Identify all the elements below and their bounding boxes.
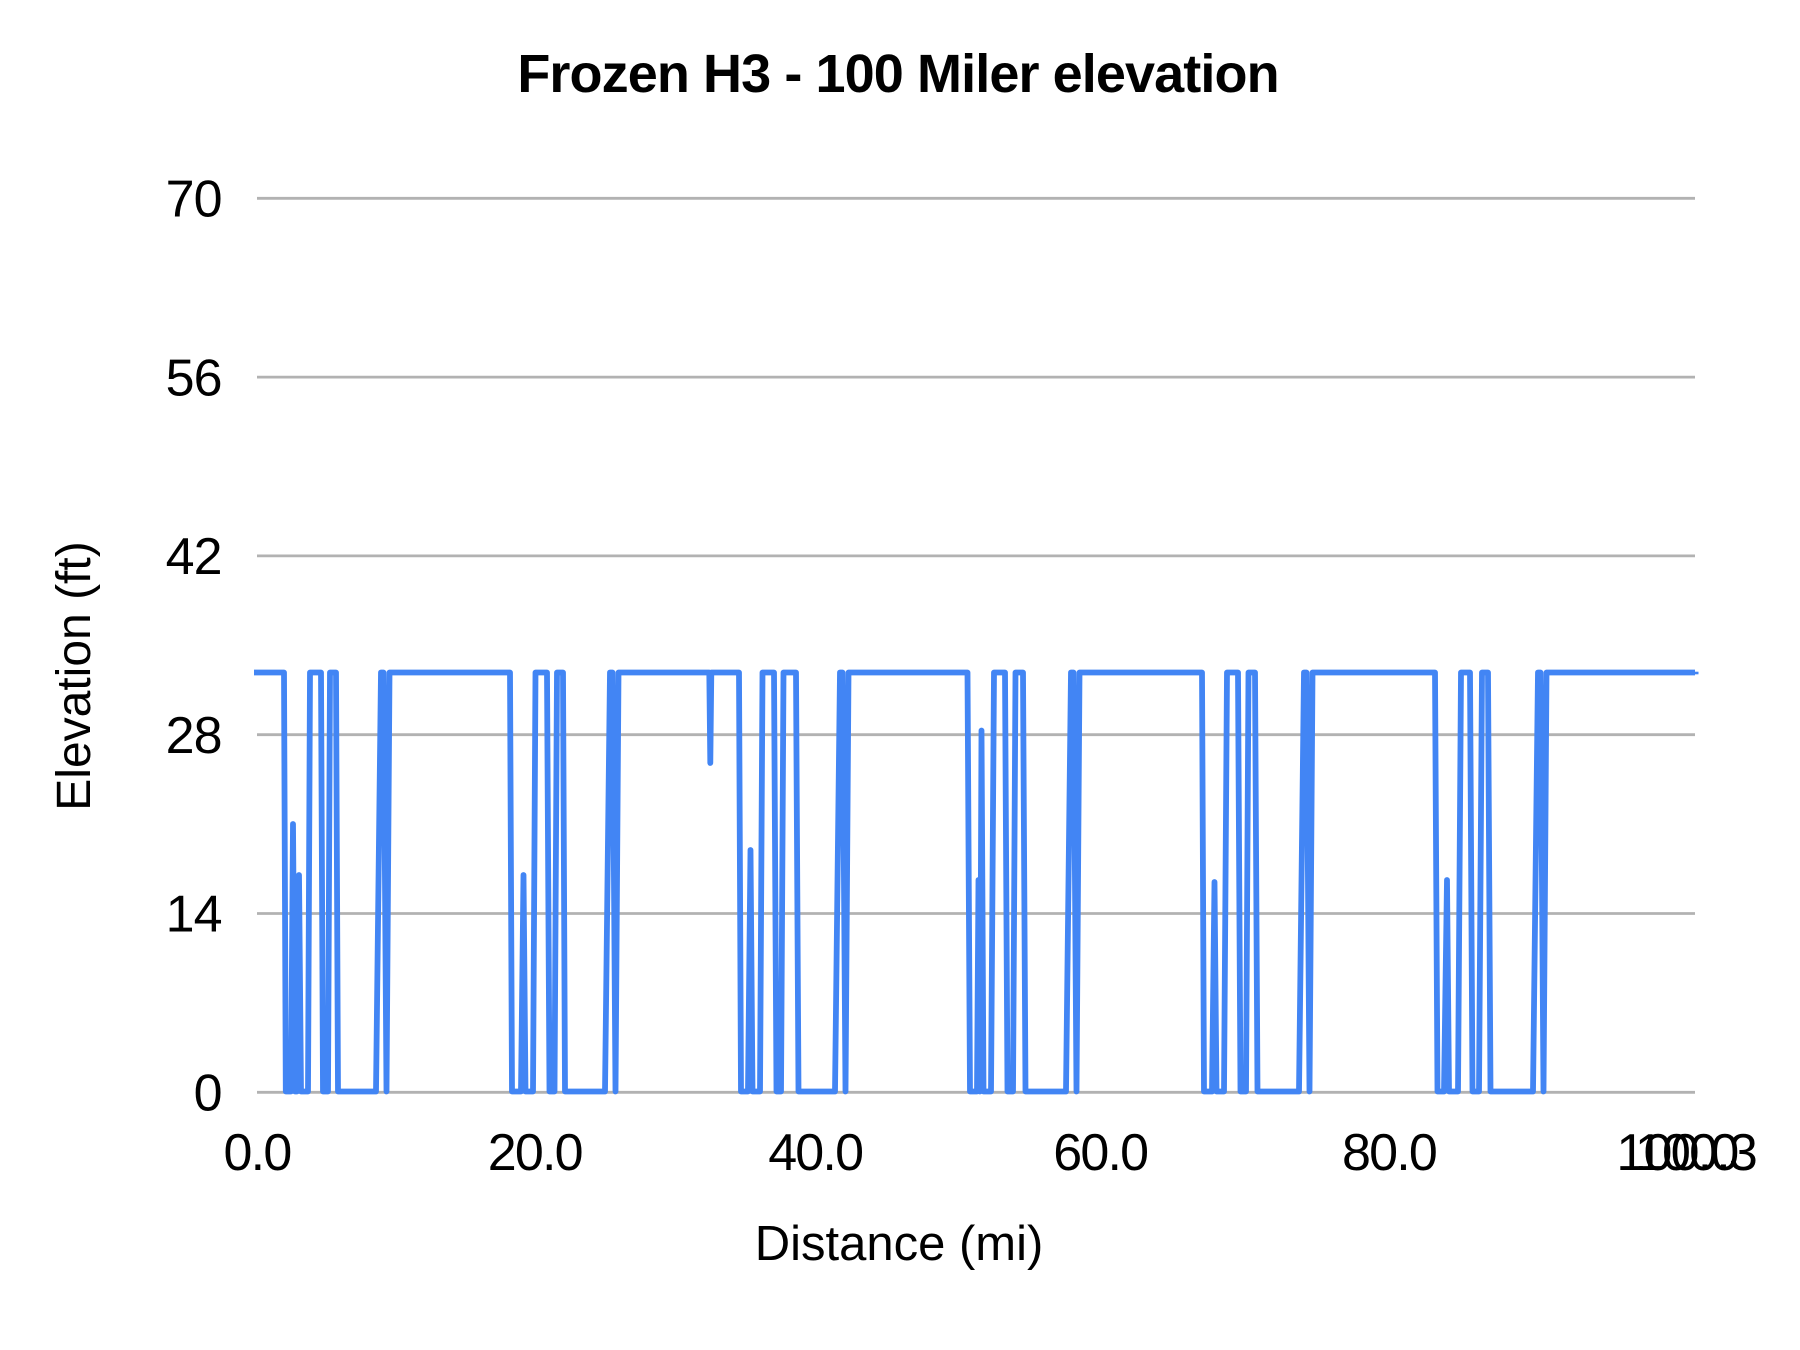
svg-text:Distance (mi): Distance (mi)	[755, 1217, 1044, 1271]
svg-text:0: 0	[194, 1065, 222, 1123]
svg-text:28: 28	[166, 707, 222, 765]
svg-text:Frozen H3 - 100 Miler elevatio: Frozen H3 - 100 Miler elevation	[517, 44, 1278, 104]
svg-text:40.0: 40.0	[768, 1124, 862, 1182]
svg-text:0.0: 0.0	[224, 1124, 291, 1182]
svg-text:80.0: 80.0	[1342, 1124, 1436, 1182]
svg-text:42: 42	[166, 528, 222, 586]
svg-text:Elevation (ft): Elevation (ft)	[48, 541, 101, 810]
svg-text:56: 56	[166, 349, 222, 407]
svg-text:100.3: 100.3	[1635, 1124, 1756, 1182]
svg-text:14: 14	[166, 886, 222, 944]
svg-text:60.0: 60.0	[1053, 1124, 1147, 1182]
svg-text:20.0: 20.0	[488, 1124, 582, 1182]
svg-text:70: 70	[166, 171, 222, 229]
svg-text:100.0: 100.0	[1616, 1124, 1737, 1182]
